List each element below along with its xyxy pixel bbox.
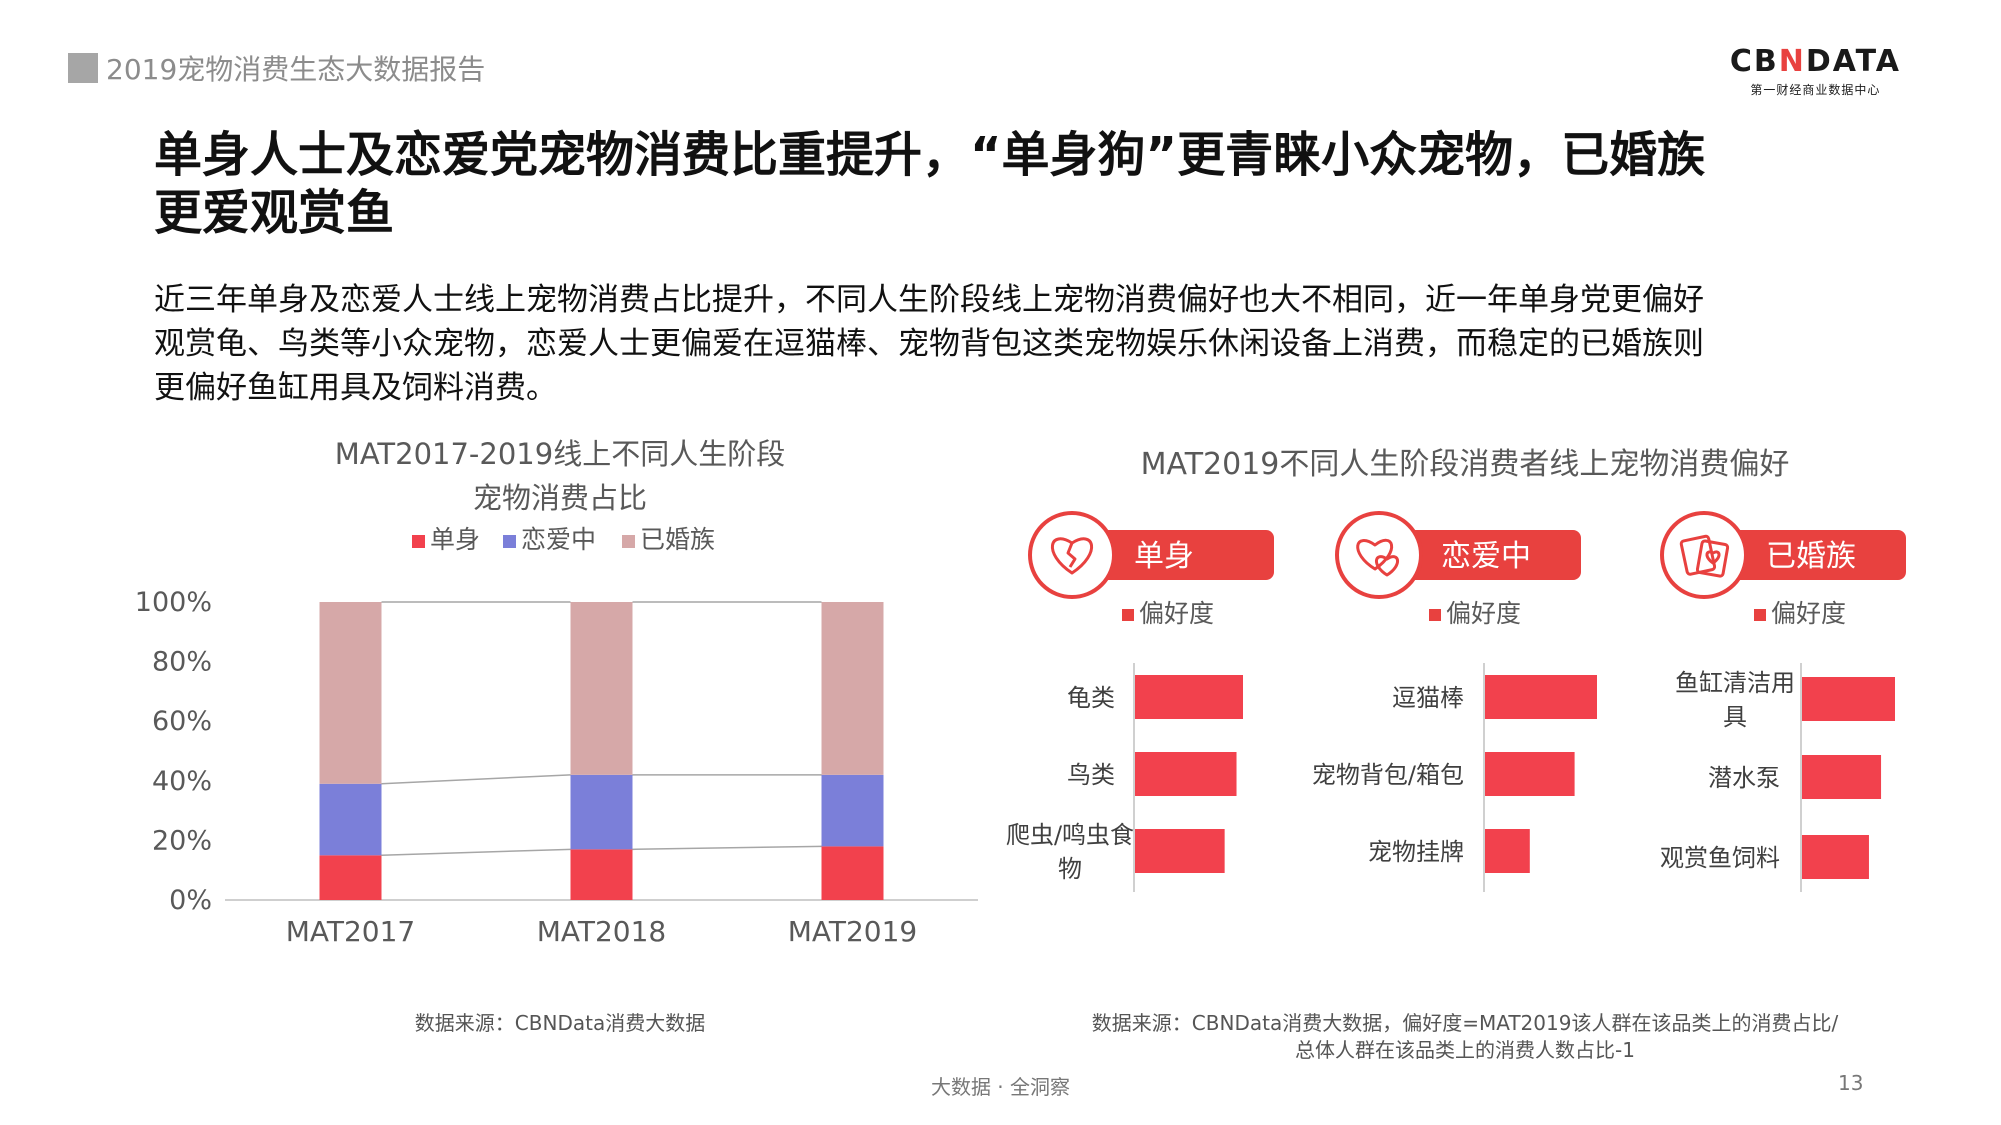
chart2-title: MAT2019不同人生阶段消费者线上宠物消费偏好	[1141, 447, 1790, 482]
chart2-category-label: 宠物挂牌	[1368, 838, 1464, 866]
chart2-legend-swatch	[1122, 609, 1134, 621]
chart1-bars: MAT2017 MAT2018 MAT2019	[286, 602, 918, 948]
chart2-bar	[1802, 677, 1895, 721]
chart1-bar-segment	[319, 783, 382, 856]
chart2-bar	[1135, 829, 1225, 873]
couple-hearts-icon	[1356, 538, 1399, 577]
chart2-category-label: 逗猫棒	[1392, 684, 1464, 712]
chart2-category-label: 鱼缸清洁用具	[1675, 669, 1795, 731]
chart2-bar	[1802, 835, 1869, 879]
chart1-bar-segment	[821, 602, 884, 775]
chart1-legend-swatch	[412, 535, 425, 548]
chart2-category-label: 鸟类	[1067, 761, 1115, 789]
wedding-card-icon	[1679, 534, 1730, 578]
report-tag-square	[68, 53, 98, 83]
chart2-legend-swatch	[1754, 609, 1766, 621]
chart1-title-line-1: MAT2017-2019线上不同人生阶段	[335, 437, 785, 471]
chart2-source: 数据来源：CBNData消费大数据，偏好度=MAT2019该人群在该品类上的消费…	[1000, 1010, 1930, 1064]
footer-tagline: 大数据 · 全洞察	[930, 1075, 1071, 1099]
chart1-y-tick-label: 20%	[152, 825, 212, 856]
chart1-legend-swatch	[503, 535, 516, 548]
chart2-panel-icon-ring	[1660, 511, 1748, 599]
chart2-bar	[1485, 829, 1530, 873]
chart1-title-line-2: 宠物消费占比	[473, 481, 647, 515]
chart1-bar-segment	[821, 774, 884, 847]
logo-brand: CBNDATA	[1729, 44, 1901, 79]
preference-bar-charts: MAT2019不同人生阶段消费者线上宠物消费偏好 单身偏好度龟类鸟类爬虫/鸣虫食…	[1006, 447, 1906, 892]
chart1-bar-segment	[821, 846, 884, 900]
chart2-category-label: 潜水泵	[1708, 764, 1780, 792]
chart1-source: 数据来源：CBNData消费大数据	[414, 1011, 706, 1035]
chart1-legend-label: 已婚族	[640, 525, 715, 554]
report-title: 2019宠物消费生态大数据报告	[106, 53, 486, 86]
chart1-bar-segment	[570, 849, 633, 900]
intro-paragraph: 近三年单身及恋爱人士线上宠物消费占比提升，不同人生阶段线上宠物消费偏好也大不相同…	[154, 278, 1874, 410]
chart1-x-tick-label: MAT2017	[286, 915, 416, 948]
cbndata-logo: CBNDATA 第一财经商业数据中心	[1730, 44, 1901, 98]
chart1-bar-segment	[570, 774, 633, 850]
chart2-legend-label: 偏好度	[1771, 599, 1846, 628]
chart2-panel-header-pill	[1391, 530, 1581, 580]
chart2-bar	[1135, 752, 1237, 796]
report-tag: 2019宠物消费生态大数据报告	[68, 48, 485, 88]
chart1-bar-segment	[319, 602, 382, 784]
chart1-connector-lines	[381, 601, 822, 857]
chart1-y-tick-label: 60%	[152, 706, 212, 737]
chart1-y-tick-label: 80%	[152, 647, 212, 678]
chart1-x-tick-label: MAT2018	[537, 915, 667, 948]
intro-line-1: 近三年单身及恋爱人士线上宠物消费占比提升，不同人生阶段线上宠物消费偏好也大不相同…	[154, 282, 1704, 318]
chart1-legend-label: 恋爱中	[521, 525, 596, 554]
chart2-panels: 单身偏好度龟类鸟类爬虫/鸣虫食物恋爱中偏好度逗猫棒宠物背包/箱包宠物挂牌已婚族偏…	[1006, 511, 1906, 892]
chart2-source-line-2: 总体人群在该品类上的消费人数占比-1	[1295, 1038, 1635, 1062]
chart2-category-label: 宠物背包/箱包	[1312, 761, 1464, 789]
stacked-bar-chart: MAT2017-2019线上不同人生阶段 宠物消费占比 单身 恋爱中 已婚族 0% 2…	[135, 437, 978, 948]
chart2-category-label: 观赏鱼饲料	[1660, 844, 1780, 872]
chart2-legend-label: 偏好度	[1139, 599, 1214, 628]
chart2-category-label: 爬虫/鸣虫食物	[1006, 821, 1134, 883]
chart1-connector-line	[632, 845, 822, 851]
chart2-bar	[1485, 752, 1575, 796]
chart1-bar-segment	[570, 602, 633, 775]
chart2-category-label: 龟类	[1067, 684, 1115, 712]
intro-line-2: 观赏龟、鸟类等小众宠物，恋爱人士更偏爱在逗猫棒、宠物背包这类宠物娱乐休闲设备上消…	[154, 326, 1704, 362]
chart2-panel-title: 已婚族	[1766, 539, 1856, 574]
chart2-panel-header-pill	[1084, 530, 1274, 580]
headline-line-2: 更爱观赏鱼	[154, 185, 395, 241]
intro-line-3: 更偏好鱼缸用具及饲料消费。	[154, 370, 557, 406]
chart1-legend-label: 单身	[430, 525, 480, 554]
headline-line-1: 单身人士及恋爱党宠物消费比重提升，“单身狗”更青睐小众宠物，已婚族	[154, 127, 1706, 183]
chart1-y-tick-label: 100%	[135, 587, 212, 618]
chart1-y-tick-label: 0%	[169, 885, 212, 916]
page-number: 13	[1838, 1071, 1864, 1095]
chart1-y-tick-label: 40%	[152, 766, 212, 797]
chart1-connector-line	[381, 848, 571, 857]
chart1-legend-swatch	[622, 535, 635, 548]
chart2-panel-header-pill	[1716, 530, 1906, 580]
chart2-legend-swatch	[1429, 609, 1441, 621]
chart2-source-line-1: 数据来源：CBNData消费大数据，偏好度=MAT2019该人群在该品类上的消费…	[1091, 1011, 1839, 1035]
chart2-panel-icon-ring	[1335, 511, 1423, 599]
chart1-legend: 单身 恋爱中 已婚族	[412, 525, 715, 554]
chart1-bar-segment	[319, 855, 382, 900]
chart2-legend-label: 偏好度	[1446, 599, 1521, 628]
chart2-bar	[1485, 675, 1597, 719]
chart1-x-tick-label: MAT2019	[788, 915, 918, 948]
logo-subtitle: 第一财经商业数据中心	[1750, 83, 1881, 97]
chart2-bar	[1135, 675, 1243, 719]
page-headline: 单身人士及恋爱党宠物消费比重提升，“单身狗”更青睐小众宠物，已婚族 更爱观赏鱼	[154, 126, 1854, 242]
chart2-panel-title: 单身	[1134, 539, 1194, 574]
chart2-bar	[1802, 755, 1882, 799]
chart2-panel-title: 恋爱中	[1441, 539, 1531, 574]
chart1-connector-line	[381, 774, 571, 785]
broken-heart-icon	[1051, 537, 1093, 575]
